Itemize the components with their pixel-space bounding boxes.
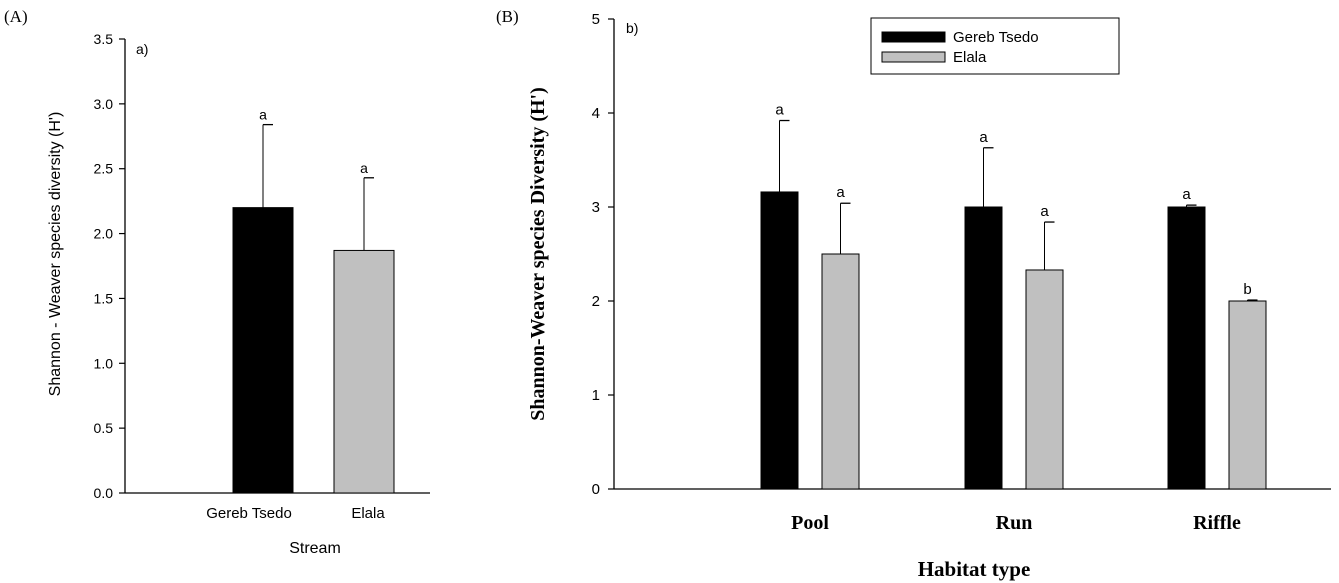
chart-a-y-label: Shannon - Weaver species diversity (H') <box>47 112 64 397</box>
chart-a-y-tick-label-5: 2.5 <box>94 161 114 177</box>
chart-a-y-tick-label-6: 3.0 <box>94 96 114 112</box>
chart-a-bar-elala <box>333 249 395 494</box>
chart-b-x-tick-label-run: Run <box>996 512 1033 534</box>
chart-a-y-tick-label-3: 1.5 <box>94 290 114 306</box>
chart-a-y-tick-label-1: 0.5 <box>94 420 114 436</box>
chart-b-bar-pool-gereb-tsedo <box>760 191 799 490</box>
chart-a-y-tick-label-2: 1.0 <box>94 355 114 371</box>
chart-b-letter-riffle-elala: b <box>1243 281 1251 298</box>
chart-b-x-tick-label-pool: Pool <box>791 512 829 534</box>
chart-b-y-label: Shannon-Weaver species Diversity (H') <box>527 87 549 421</box>
legend: Gereb Tsedo Elala <box>870 17 1120 75</box>
chart-b-letter-run-gereb-tsedo: a <box>979 129 988 146</box>
chart-a-bars: aa <box>232 107 395 494</box>
legend-box <box>870 17 1120 75</box>
chart-a-x-tick-label-elala: Elala <box>351 505 385 522</box>
chart-b-bar-riffle-gereb-tsedo <box>1167 206 1206 490</box>
chart-a-x-ticks: Gereb Tsedo Elala <box>206 505 385 522</box>
chart-a-letter-gereb-tsedo: a <box>259 107 267 123</box>
chart-b-letter-pool-elala: a <box>836 184 845 201</box>
chart-b: 0 1 2 3 4 5 a a a a a b Pool Run Riffle b) Habitat t… <box>527 11 1331 581</box>
legend-label-gereb-tsedo: Gereb Tsedo <box>953 29 1039 46</box>
chart-a-y-tick-label-4: 2.0 <box>94 226 114 242</box>
chart-a-letter-elala: a <box>360 160 368 176</box>
chart-b-letter-run-elala: a <box>1040 203 1049 220</box>
chart-a-x-label: Stream <box>289 540 341 557</box>
panel-label-a: (A) <box>4 7 28 26</box>
chart-a-y-tick-label-0: 0.0 <box>94 485 114 501</box>
chart-b-y-tick-label-4: 4 <box>592 105 600 122</box>
chart-b-y-tick-label-5: 5 <box>592 11 600 28</box>
chart-b-x-tick-label-riffle: Riffle <box>1193 512 1241 534</box>
chart-b-letter-riffle-gereb-tsedo: a <box>1182 186 1191 203</box>
chart-b-letter-pool-gereb-tsedo: a <box>775 102 784 119</box>
chart-b-y-ticks: 0 1 2 3 4 5 <box>592 11 614 498</box>
chart-b-y-tick-label-2: 2 <box>592 293 600 310</box>
chart-a-tag: a) <box>136 41 148 57</box>
chart-a: 0.00.51.01.52.02.53.03.5 aa Gereb Tsedo E… <box>47 31 430 557</box>
chart-a-bar-gereb-tsedo <box>232 207 294 494</box>
chart-b-bar-riffle-elala <box>1228 300 1267 490</box>
chart-b-y-tick-label-0: 0 <box>592 481 600 498</box>
chart-b-bar-run-gereb-tsedo <box>964 206 1003 490</box>
chart-a-x-tick-label-gereb-tsedo: Gereb Tsedo <box>206 505 292 522</box>
chart-b-y-tick-label-1: 1 <box>592 387 600 404</box>
chart-b-bars: a a a a a b <box>760 102 1267 490</box>
chart-b-x-ticks: Pool Run Riffle <box>791 512 1241 534</box>
chart-b-bar-run-elala <box>1025 269 1064 490</box>
chart-a-y-tick-label-7: 3.5 <box>94 31 114 47</box>
legend-label-elala: Elala <box>953 49 987 66</box>
chart-b-x-label: Habitat type <box>918 557 1031 581</box>
chart-b-y-tick-label-3: 3 <box>592 199 600 216</box>
chart-a-y-ticks: 0.0 0.5 1.0 1.5 2.0 2.5 3.0 3.5 <box>94 31 125 501</box>
legend-swatch-gereb-tsedo <box>881 31 946 43</box>
chart-b-bar-pool-elala <box>821 253 860 490</box>
legend-swatch-elala <box>881 51 946 63</box>
panel-label-b: (B) <box>496 7 519 26</box>
chart-b-tag: b) <box>626 20 638 36</box>
